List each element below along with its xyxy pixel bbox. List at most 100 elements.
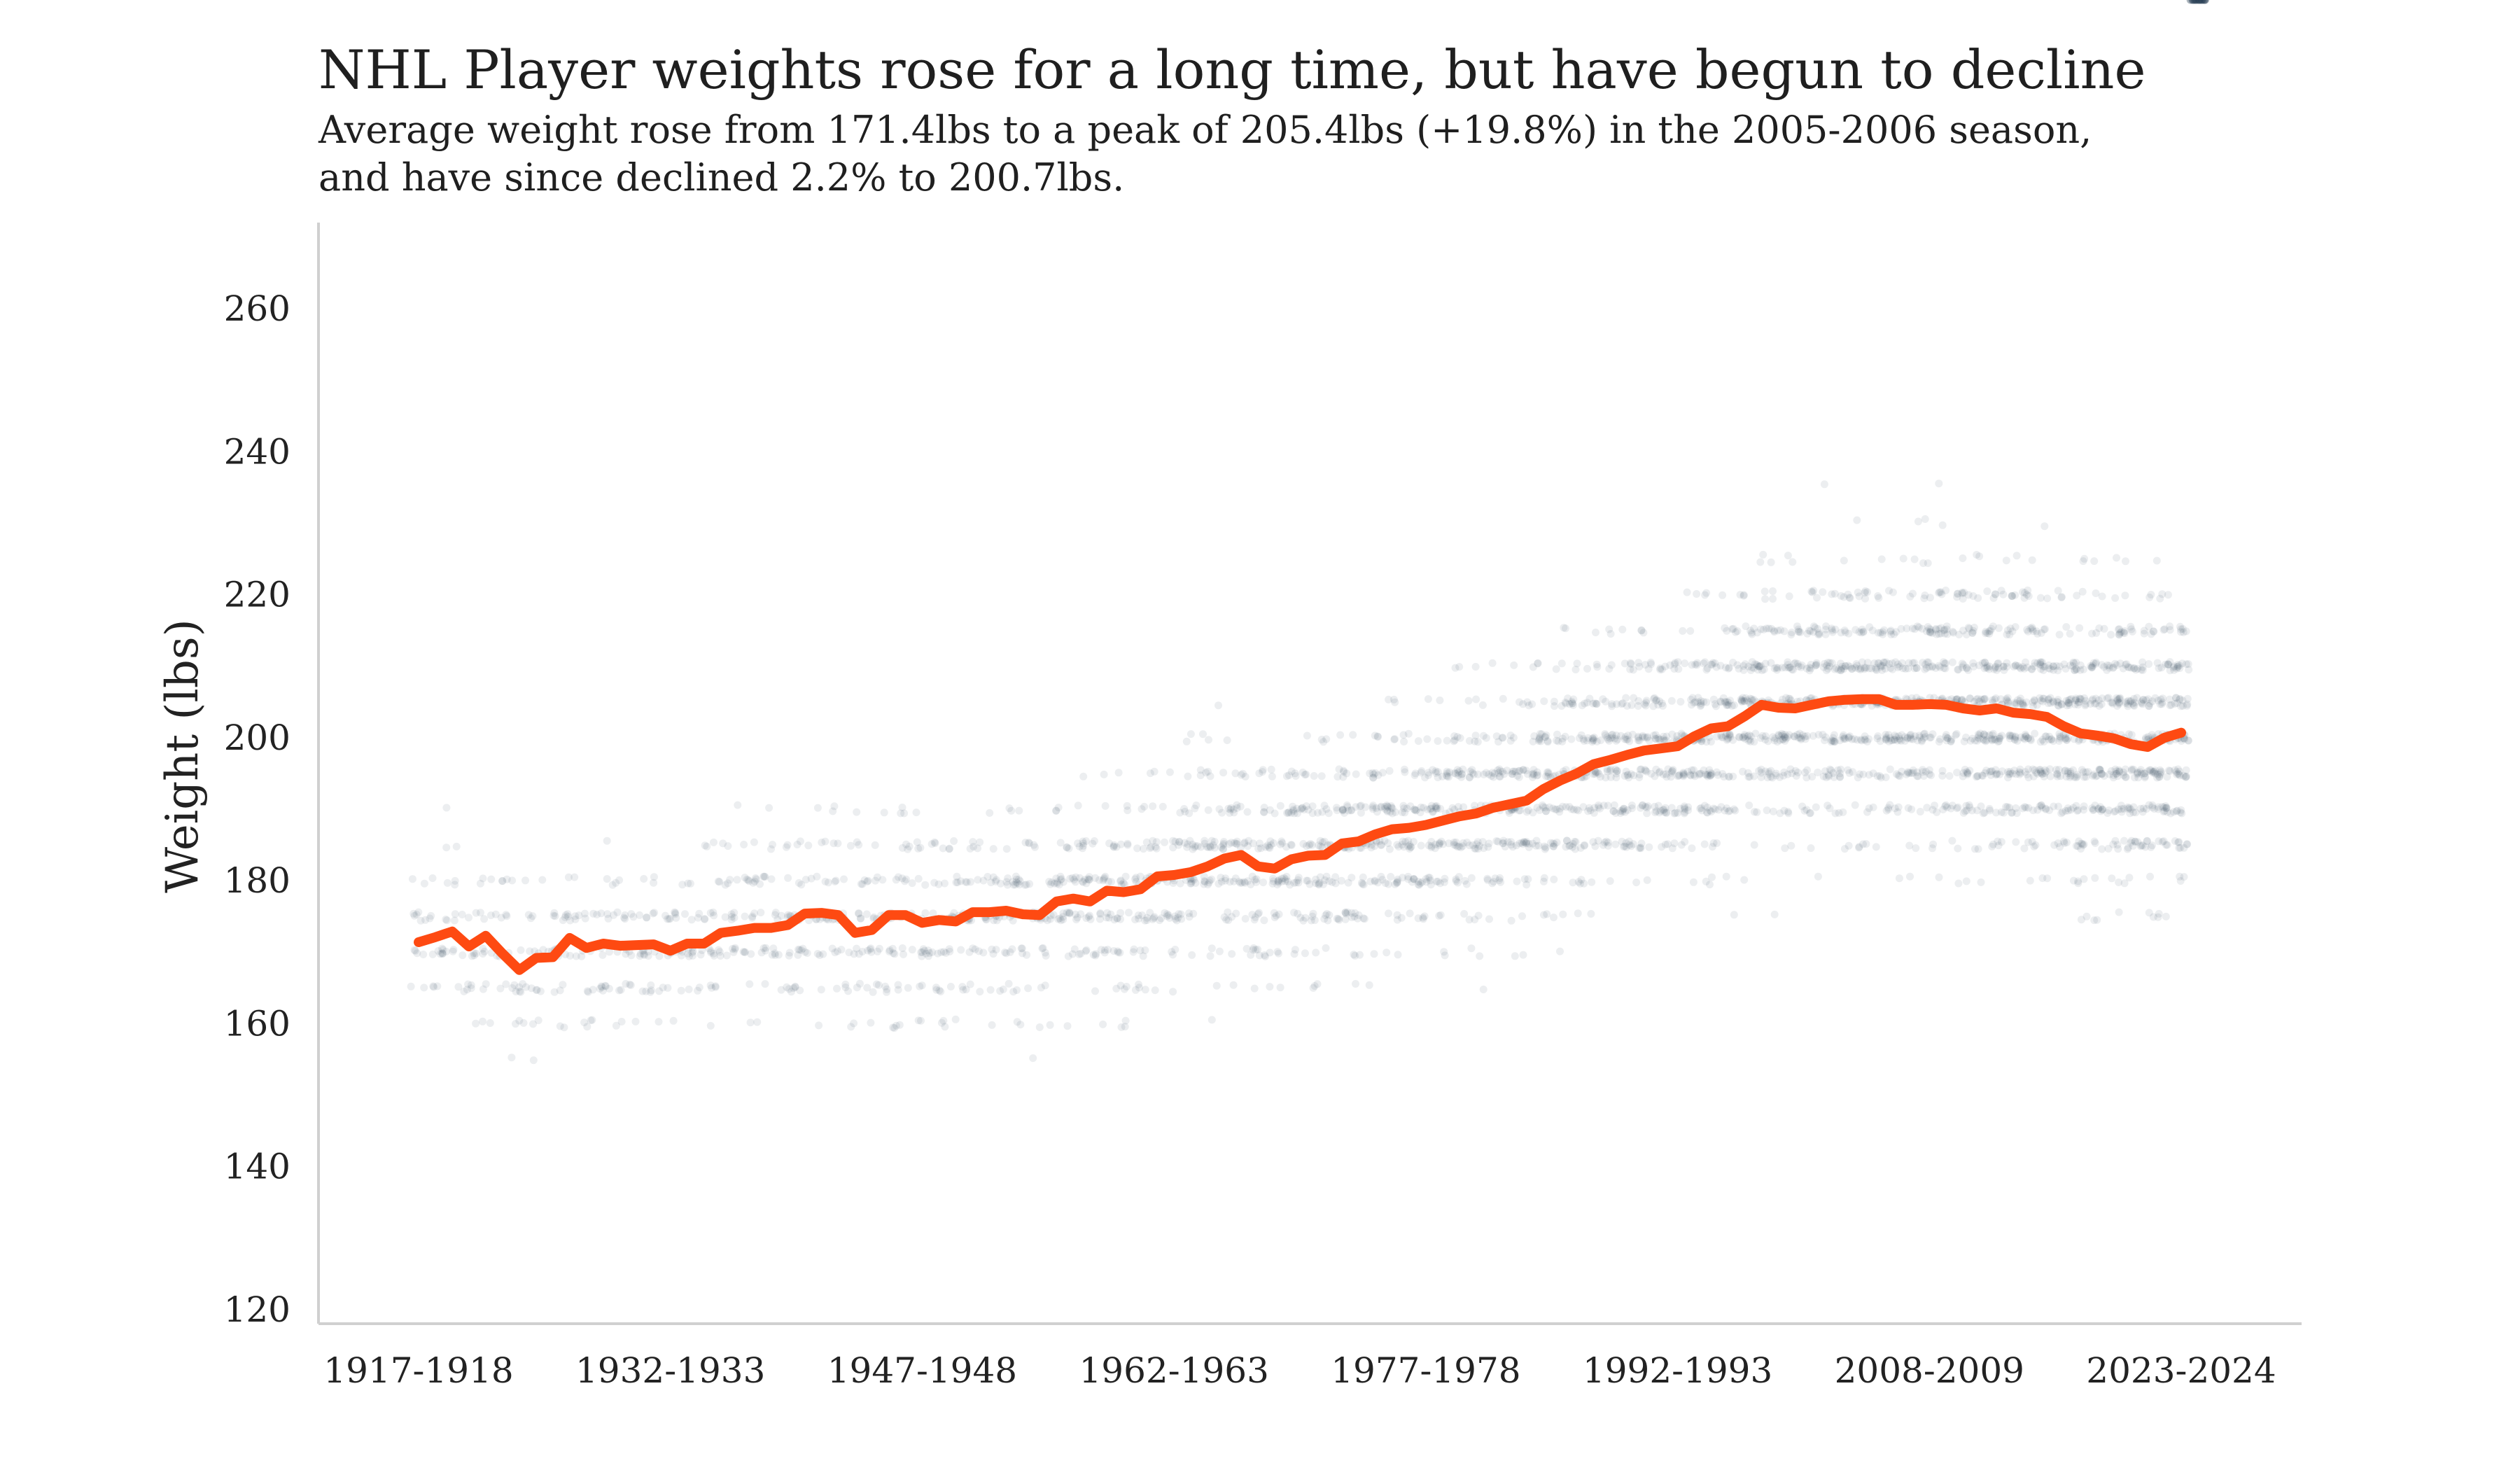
player-point [1302, 876, 1310, 885]
player-point [1733, 661, 1742, 669]
player-point [2200, 0, 2208, 4]
player-point [1711, 805, 1719, 813]
player-point [588, 1016, 596, 1024]
player-point [979, 876, 988, 885]
player-point [1891, 658, 1900, 666]
player-point [1958, 659, 1966, 668]
player-point [1424, 695, 1432, 704]
player-point [1568, 697, 1576, 706]
player-point [1063, 844, 1071, 852]
player-point [953, 878, 962, 887]
player-point [1259, 768, 1266, 776]
player-point [2198, 0, 2206, 4]
player-point [2028, 556, 2036, 564]
player-point [1981, 694, 1989, 703]
player-point [1553, 805, 1561, 813]
player-point [1994, 738, 2002, 746]
player-point [1808, 773, 1816, 781]
player-point [1622, 839, 1630, 847]
player-point [2174, 838, 2183, 846]
player-point [1954, 666, 1962, 674]
player-point [2011, 732, 2019, 741]
player-point [1298, 769, 1307, 776]
player-point [971, 945, 979, 953]
player-point [1496, 874, 1504, 882]
player-point [2058, 700, 2066, 708]
player-point [1373, 732, 1382, 741]
player-point [2046, 694, 2054, 702]
player-point [1562, 836, 1571, 845]
player-point [1954, 803, 1962, 811]
player-point [1422, 875, 1430, 883]
player-point [517, 988, 525, 996]
player-point [1171, 946, 1180, 953]
player-point [1310, 982, 1319, 990]
player-point [2019, 699, 2026, 707]
player-point [1854, 774, 1862, 782]
player-point [1091, 874, 1100, 882]
player-point [1181, 839, 1189, 847]
player-point [581, 909, 589, 918]
player-point [894, 873, 902, 881]
player-point [1889, 665, 1897, 673]
player-point [2155, 664, 2163, 673]
player-point [931, 839, 939, 848]
player-point [1579, 735, 1588, 743]
player-point [1529, 663, 1537, 671]
player-point [1772, 771, 1780, 780]
player-point [2078, 840, 2087, 848]
player-point [1096, 909, 1105, 917]
player-point [1746, 773, 1754, 781]
player-point [1290, 950, 1298, 958]
player-point [2036, 769, 2045, 777]
player-point [2092, 589, 2100, 597]
player-point [1143, 916, 1151, 925]
player-point [1409, 838, 1418, 846]
player-point [1041, 948, 1049, 957]
player-point [1251, 913, 1259, 921]
player-point [559, 981, 567, 989]
player-point [918, 948, 926, 956]
player-point [1567, 805, 1576, 813]
player-point [2016, 664, 2024, 672]
player-point [1774, 731, 1783, 739]
player-point [2073, 592, 2081, 600]
player-point [1635, 736, 1644, 745]
player-point [2192, 0, 2200, 4]
player-point [1385, 766, 1394, 775]
player-point [1478, 701, 1487, 709]
player-point [2154, 696, 2162, 705]
player-point [1744, 736, 1753, 745]
player-point [479, 874, 487, 883]
player-point [1366, 877, 1375, 886]
player-point [1973, 551, 1981, 559]
player-point [1986, 626, 1994, 635]
player-point [1572, 806, 1581, 814]
player-point [1064, 952, 1072, 960]
player-point [2066, 696, 2074, 704]
player-point [2140, 626, 2148, 635]
player-point [1581, 841, 1588, 849]
player-point [2028, 623, 2036, 631]
player-point [1796, 628, 1805, 636]
player-point [2178, 625, 2187, 633]
player-point [2057, 809, 2066, 818]
player-point [1399, 874, 1407, 882]
player-point [1114, 948, 1122, 957]
player-point [2036, 802, 2044, 811]
player-point [2062, 766, 2070, 775]
player-point [1528, 700, 1536, 708]
player-point [1206, 772, 1214, 780]
player-point [1999, 662, 2008, 671]
player-point [945, 845, 953, 853]
player-point [2020, 594, 2029, 602]
player-point [1341, 915, 1350, 923]
player-point [1898, 664, 1907, 673]
player-point [1542, 772, 1550, 780]
player-point [1409, 875, 1418, 883]
player-point [1550, 840, 1559, 848]
player-point [671, 908, 679, 916]
player-point [638, 987, 647, 995]
player-point [2134, 664, 2142, 673]
player-point [1410, 875, 1418, 883]
